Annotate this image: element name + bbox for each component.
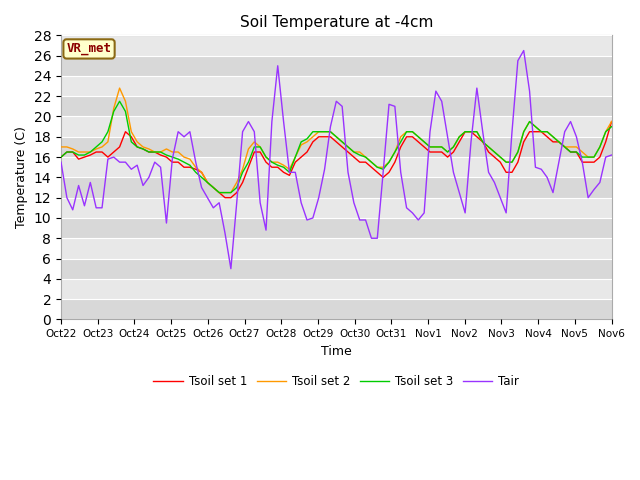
Tsoil set 1 [467,129,475,134]
Bar [61,137,612,157]
Bar [61,279,612,299]
Tsoil set 2 [456,134,463,140]
Tsoil set 3 [456,134,463,140]
Tsoil set 2 [608,119,616,124]
Tair [157,164,164,170]
Tair [449,169,457,175]
Tsoil set 3 [116,98,124,104]
Bar [61,76,612,96]
Tair [438,98,445,104]
Tsoil set 2 [479,139,486,145]
Tsoil set 2 [163,146,170,152]
Tsoil set 1 [449,149,457,155]
Tsoil set 3 [444,149,451,155]
Bar [61,198,612,218]
Tsoil set 3 [163,152,170,158]
Tsoil set 2 [116,85,124,91]
Bar [61,299,612,319]
Text: VR_met: VR_met [67,42,111,55]
Tair [57,159,65,165]
Tsoil set 3 [608,124,616,130]
Tsoil set 2 [57,144,65,150]
Y-axis label: Temperature (C): Temperature (C) [15,126,28,228]
Bar [61,96,612,117]
Tsoil set 1 [608,119,616,124]
Legend: Tsoil set 1, Tsoil set 2, Tsoil set 3, Tair: Tsoil set 1, Tsoil set 2, Tsoil set 3, T… [148,371,524,393]
Tsoil set 3 [473,129,481,134]
Tsoil set 2 [215,190,223,195]
Line: Tsoil set 2: Tsoil set 2 [61,88,612,192]
Tsoil set 3 [215,190,223,195]
Tsoil set 1 [473,134,481,140]
Tsoil set 1 [57,154,65,160]
Tsoil set 3 [479,139,486,145]
Tsoil set 1 [438,149,445,155]
Title: Soil Temperature at -4cm: Soil Temperature at -4cm [239,15,433,30]
X-axis label: Time: Time [321,345,351,358]
Tsoil set 1 [221,195,229,201]
Line: Tsoil set 1: Tsoil set 1 [61,121,612,198]
Bar [61,259,612,279]
Tair [227,266,235,272]
Bar [61,56,612,76]
Tsoil set 2 [444,149,451,155]
Bar [61,178,612,198]
Tair [608,152,616,158]
Bar [61,36,612,56]
Tsoil set 3 [57,154,65,160]
Tair [81,203,88,209]
Bar [61,157,612,178]
Bar [61,117,612,137]
Line: Tair: Tair [61,50,612,269]
Bar [61,218,612,238]
Bar [61,238,612,259]
Tsoil set 1 [157,152,164,158]
Tair [520,48,527,53]
Line: Tsoil set 3: Tsoil set 3 [61,101,612,192]
Tsoil set 3 [81,152,88,158]
Tsoil set 2 [81,149,88,155]
Tsoil set 2 [473,129,481,134]
Tsoil set 1 [81,154,88,160]
Tair [467,139,475,145]
Tair [473,85,481,91]
